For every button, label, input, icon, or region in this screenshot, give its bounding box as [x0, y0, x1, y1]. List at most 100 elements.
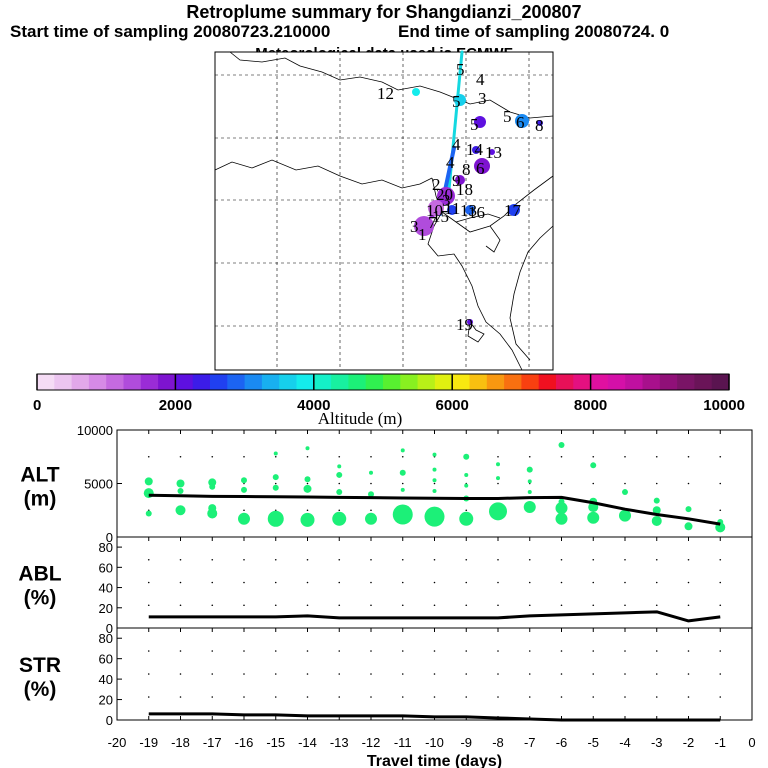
altitude-point: [527, 490, 532, 495]
plume-marker: [465, 205, 475, 215]
altitude-point: [400, 448, 405, 453]
grid-dot: [370, 696, 372, 698]
grid-dot: [687, 673, 690, 675]
x-tick-label: -13: [330, 735, 349, 750]
day-label: 1: [418, 225, 427, 244]
day-label: 17: [504, 201, 522, 220]
grid-dot: [401, 581, 404, 584]
plume-marker: [437, 187, 455, 205]
x-tick-label: -15: [266, 735, 285, 750]
x-tick-label: -3: [651, 735, 663, 750]
grid-dot: [719, 696, 722, 698]
grid-dot: [624, 455, 626, 458]
grid-dot: [560, 482, 563, 485]
altitude-point: [238, 512, 250, 525]
altitude-point: [622, 489, 628, 496]
altitude-point: [267, 510, 284, 527]
str-axis-label: (%): [24, 678, 57, 701]
day-label: 11: [444, 199, 460, 218]
abl-axis-label: (%): [24, 587, 57, 610]
grid-dot: [274, 673, 277, 675]
grid-dot: [338, 455, 341, 458]
colorbar-swatch: [711, 374, 730, 390]
grid-dot: [624, 673, 626, 675]
grid-dot: [179, 650, 182, 652]
grid-dot: [687, 581, 690, 584]
colorbar-swatch: [694, 374, 713, 390]
colorbar-tick-label: 2000: [159, 397, 192, 414]
grid-dot: [624, 604, 626, 607]
altitude-point: [558, 441, 565, 448]
grid-dot: [560, 650, 563, 652]
colorbar-swatch: [296, 374, 315, 390]
day-label: 3: [442, 191, 451, 210]
grid-dot: [624, 696, 626, 698]
colorbar-swatch: [261, 374, 280, 390]
grid-dot: [401, 604, 404, 607]
grid-dot: [687, 455, 690, 458]
day-label: 3: [478, 89, 487, 108]
x-tick-label: -9: [460, 735, 472, 750]
x-tick-label: -2: [683, 735, 695, 750]
colorbar-swatch: [521, 374, 540, 390]
grid-dot: [338, 581, 341, 584]
altitude-point: [175, 505, 186, 516]
start-time-label: Start time of sampling 20080723.210000: [10, 22, 331, 41]
colorbar-swatch: [244, 374, 263, 390]
grid-dot: [592, 581, 595, 584]
grid-dot: [211, 604, 214, 607]
grid-dot: [592, 455, 595, 458]
grid-dot: [274, 696, 277, 698]
grid-dot: [243, 673, 245, 675]
grid-dot: [433, 604, 436, 607]
grid-dot: [243, 696, 245, 698]
grid-dot: [655, 558, 658, 561]
grid-dot: [528, 558, 531, 561]
grid-dot: [211, 673, 214, 675]
grid-dot: [592, 650, 595, 652]
y-tick-label: 20: [99, 693, 113, 708]
altitude-point: [432, 488, 437, 493]
colorbar-tick-label: 8000: [574, 397, 607, 414]
grid-dot: [655, 696, 658, 698]
alt-series-line: [148, 493, 721, 526]
colorbar-label: Altitude (m): [318, 409, 403, 428]
colorbar-swatch: [348, 374, 367, 390]
altitude-point: [145, 510, 152, 517]
grid-dot: [370, 650, 372, 652]
grid-dot: [687, 604, 690, 607]
grid-dot: [274, 455, 277, 458]
grid-dot: [592, 604, 595, 607]
colorbar-tick-label: 0: [33, 397, 41, 414]
colorbar-swatch: [227, 374, 246, 390]
grid-dot: [274, 581, 277, 584]
day-label: 5: [503, 107, 512, 126]
grid-dot: [528, 604, 531, 607]
grid-dot: [401, 696, 404, 698]
grid-dot: [497, 581, 499, 584]
day-label: 6: [516, 113, 525, 132]
altitude-point: [651, 515, 662, 526]
grid-dot: [147, 581, 150, 584]
grid-dot: [560, 696, 563, 698]
altitude-point: [241, 486, 247, 493]
end-time-label: End time of sampling 20080724. 0: [398, 22, 670, 41]
y-tick-label: 0: [106, 530, 113, 545]
day-label: 8: [535, 116, 544, 135]
grid-dot: [433, 581, 436, 584]
altitude-point: [272, 484, 279, 491]
grid-dot: [592, 482, 595, 485]
grid-dot: [306, 673, 309, 675]
colorbar-swatch: [331, 374, 349, 390]
grid-dot: [147, 604, 150, 607]
colorbar-swatch: [400, 374, 419, 390]
day-label: 6: [476, 159, 485, 178]
plume-marker: [412, 88, 420, 96]
grid-dot: [147, 455, 150, 458]
grid-dot: [147, 558, 150, 561]
day-label: 4: [452, 135, 461, 154]
grid-dot: [306, 650, 309, 652]
altitude-point: [369, 470, 373, 475]
grid-dot: [243, 558, 245, 561]
day-label: 18: [456, 180, 473, 199]
